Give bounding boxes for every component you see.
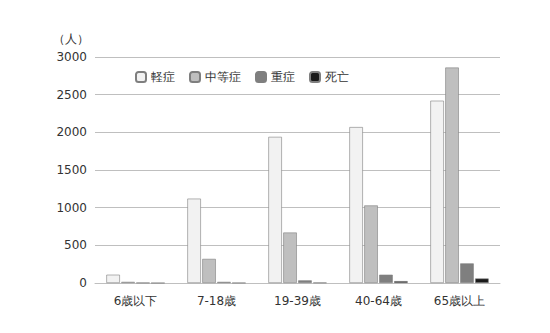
svg-text:軽症: 軽症 <box>151 70 175 84</box>
svg-text:0: 0 <box>79 276 87 290</box>
svg-text:3000: 3000 <box>56 50 87 64</box>
svg-text:2500: 2500 <box>56 88 87 102</box>
svg-text:19-39歳: 19-39歳 <box>274 294 321 308</box>
svg-text:（人）: （人） <box>53 32 89 46</box>
svg-text:40-64歳: 40-64歳 <box>355 294 402 308</box>
svg-text:死亡: 死亡 <box>325 70 349 84</box>
svg-text:1000: 1000 <box>56 201 87 215</box>
svg-text:重症: 重症 <box>271 70 295 84</box>
svg-text:2000: 2000 <box>56 125 87 139</box>
svg-text:7-18歳: 7-18歳 <box>197 294 236 308</box>
svg-text:6歳以下: 6歳以下 <box>114 294 158 308</box>
svg-text:中等症: 中等症 <box>205 70 241 84</box>
svg-text:65歳以上: 65歳以上 <box>434 294 485 308</box>
svg-text:1500: 1500 <box>56 163 87 177</box>
svg-text:500: 500 <box>64 238 87 252</box>
